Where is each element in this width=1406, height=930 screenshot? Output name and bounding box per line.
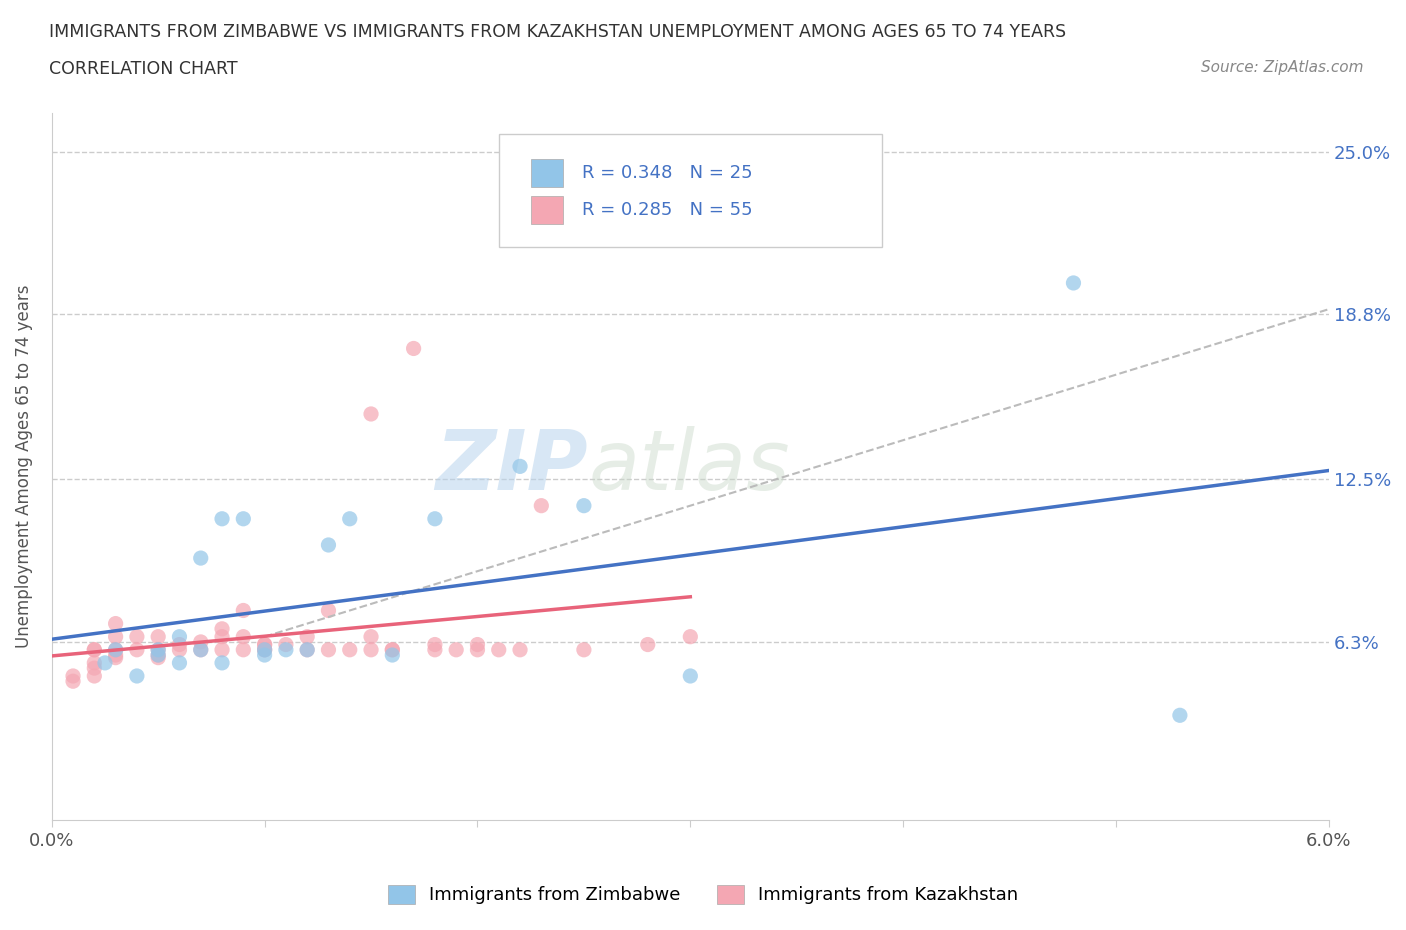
- Point: [104, 643, 127, 658]
- Point: [104, 643, 127, 658]
- Point: [444, 643, 467, 658]
- Point: [169, 656, 191, 671]
- Point: [274, 643, 297, 658]
- Point: [94, 656, 117, 671]
- Point: [679, 669, 702, 684]
- Point: [83, 656, 105, 671]
- Point: [83, 643, 105, 658]
- Point: [125, 643, 148, 658]
- Point: [274, 637, 297, 652]
- Point: [232, 630, 254, 644]
- Point: [360, 406, 382, 421]
- Point: [211, 656, 233, 671]
- Point: [381, 643, 404, 658]
- Point: [148, 643, 170, 658]
- Text: R = 0.348   N = 25: R = 0.348 N = 25: [582, 164, 752, 181]
- Point: [125, 630, 148, 644]
- Text: ZIP: ZIP: [436, 426, 588, 507]
- Legend: Immigrants from Zimbabwe, Immigrants from Kazakhstan: Immigrants from Zimbabwe, Immigrants fro…: [381, 878, 1025, 911]
- Point: [253, 637, 276, 652]
- Point: [318, 538, 340, 552]
- Text: R = 0.285   N = 55: R = 0.285 N = 55: [582, 201, 752, 219]
- Point: [190, 643, 212, 658]
- Point: [637, 637, 659, 652]
- Point: [530, 498, 553, 513]
- Point: [1168, 708, 1191, 723]
- Point: [1062, 275, 1084, 290]
- Point: [104, 650, 127, 665]
- Point: [295, 643, 318, 658]
- Bar: [530, 159, 562, 187]
- Point: [148, 630, 170, 644]
- Point: [423, 512, 446, 526]
- Point: [339, 512, 361, 526]
- Point: [253, 637, 276, 652]
- Text: CORRELATION CHART: CORRELATION CHART: [49, 60, 238, 78]
- Point: [253, 647, 276, 662]
- Point: [232, 603, 254, 618]
- Bar: [530, 196, 562, 224]
- Point: [572, 498, 595, 513]
- Point: [169, 630, 191, 644]
- Point: [169, 637, 191, 652]
- Point: [253, 643, 276, 658]
- Point: [83, 643, 105, 658]
- Point: [253, 643, 276, 658]
- Point: [125, 669, 148, 684]
- FancyBboxPatch shape: [499, 134, 882, 247]
- Point: [62, 674, 84, 689]
- Point: [169, 643, 191, 658]
- Point: [488, 643, 510, 658]
- Point: [360, 643, 382, 658]
- Point: [467, 637, 489, 652]
- Point: [318, 603, 340, 618]
- Point: [381, 647, 404, 662]
- Point: [360, 630, 382, 644]
- Point: [679, 630, 702, 644]
- Point: [318, 643, 340, 658]
- Point: [423, 643, 446, 658]
- Point: [190, 551, 212, 565]
- Point: [148, 647, 170, 662]
- Text: atlas: atlas: [588, 426, 790, 507]
- Point: [148, 643, 170, 658]
- Point: [83, 660, 105, 675]
- Text: Source: ZipAtlas.com: Source: ZipAtlas.com: [1201, 60, 1364, 75]
- Point: [381, 643, 404, 658]
- Point: [190, 634, 212, 649]
- Point: [104, 630, 127, 644]
- Point: [148, 647, 170, 662]
- Point: [339, 643, 361, 658]
- Point: [253, 643, 276, 658]
- Point: [211, 621, 233, 636]
- Point: [148, 650, 170, 665]
- Point: [190, 643, 212, 658]
- Point: [572, 643, 595, 658]
- Point: [62, 669, 84, 684]
- Point: [211, 630, 233, 644]
- Point: [104, 647, 127, 662]
- Point: [104, 617, 127, 631]
- Point: [402, 341, 425, 356]
- Text: IMMIGRANTS FROM ZIMBABWE VS IMMIGRANTS FROM KAZAKHSTAN UNEMPLOYMENT AMONG AGES 6: IMMIGRANTS FROM ZIMBABWE VS IMMIGRANTS F…: [49, 23, 1066, 41]
- Point: [83, 669, 105, 684]
- Point: [509, 458, 531, 473]
- Y-axis label: Unemployment Among Ages 65 to 74 years: Unemployment Among Ages 65 to 74 years: [15, 285, 32, 648]
- Point: [509, 643, 531, 658]
- Point: [232, 512, 254, 526]
- Point: [211, 512, 233, 526]
- Point: [295, 630, 318, 644]
- Point: [232, 643, 254, 658]
- Point: [295, 643, 318, 658]
- Point: [211, 643, 233, 658]
- Point: [467, 643, 489, 658]
- Point: [423, 637, 446, 652]
